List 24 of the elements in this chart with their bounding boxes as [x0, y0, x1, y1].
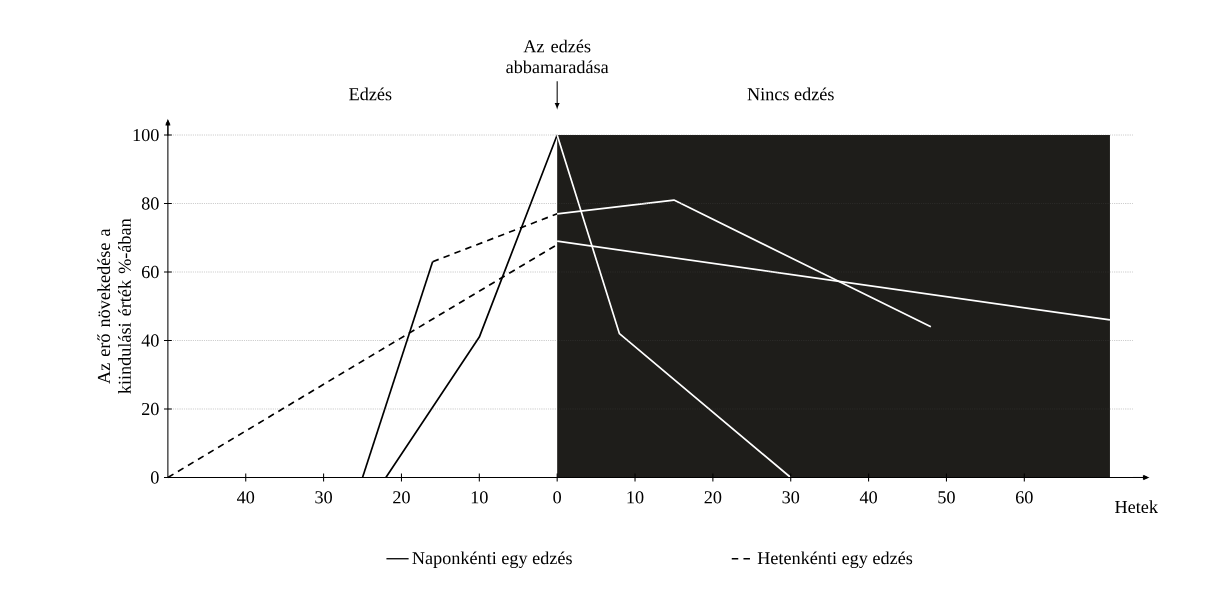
x-tick-label: 50	[938, 491, 955, 504]
legend-label: Naponkénti egy edzés	[412, 551, 572, 569]
x-tick-label: 10	[627, 491, 644, 504]
x-tick-label: 10	[471, 491, 488, 504]
y-tick-label: 80	[141, 197, 159, 210]
x-tick-label: 20	[704, 491, 722, 504]
legend-label: Hetenkénti egy edzés	[757, 551, 913, 569]
text: Edzés	[349, 87, 392, 101]
x-tick-label: 40	[859, 491, 877, 504]
y-tick-label: 20	[141, 402, 159, 416]
x-tick-label: 40	[236, 491, 255, 504]
x-tick-label: 20	[393, 491, 410, 504]
x-tick-label: 30	[782, 491, 800, 504]
x-tick-label: 0	[553, 491, 562, 504]
y-tick-label: 100	[133, 128, 159, 142]
x-tick-label: 30	[315, 491, 332, 504]
text: Az edzés abbamaradása	[506, 39, 609, 74]
y-tick-label: 40	[141, 334, 159, 347]
x-tick-label: 60	[1015, 491, 1033, 504]
x-axis-title: Hetek	[1115, 500, 1158, 514]
text: Nincs edzés	[747, 87, 834, 101]
y-axis-title: Az erő növekedése a kiindulási érték %-ában	[97, 218, 131, 394]
y-tick-label: 60	[141, 265, 159, 279]
y-tick-label: 0	[150, 471, 159, 484]
